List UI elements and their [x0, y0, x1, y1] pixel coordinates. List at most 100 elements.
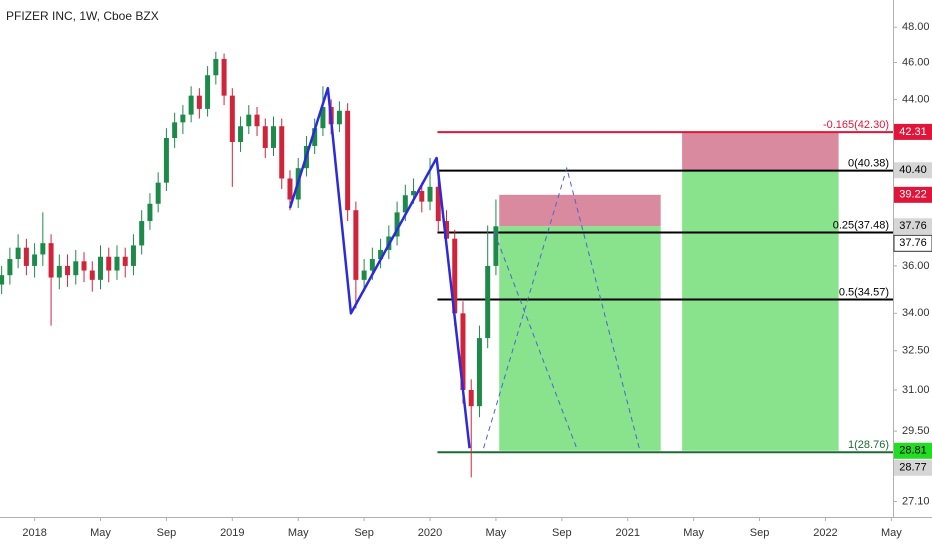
- candle-body: [419, 191, 425, 202]
- candle-body: [312, 128, 318, 146]
- candle-body: [287, 178, 293, 200]
- candle-body: [32, 254, 38, 266]
- candle-body: [435, 186, 441, 222]
- y-tick-label: 29.50: [902, 425, 930, 437]
- candle-body: [361, 270, 367, 280]
- price-label-box: [894, 218, 932, 235]
- candle-body: [320, 106, 326, 129]
- x-tick-label: May: [683, 527, 704, 539]
- candle-body: [196, 95, 202, 109]
- y-tick-label: 31.00: [902, 384, 930, 396]
- fib-label: 0.25(37.48): [833, 219, 889, 231]
- fib-label: 1(28.76): [848, 439, 889, 451]
- stop-zone: [682, 131, 839, 171]
- candle-body: [172, 122, 178, 139]
- candle-body: [229, 95, 235, 142]
- price-label: 42.31: [899, 126, 927, 138]
- candle-body: [279, 126, 285, 179]
- projection-path: [493, 231, 578, 449]
- candle-body: [493, 226, 499, 266]
- price-label-box: [894, 123, 932, 140]
- target-zone: [682, 170, 839, 451]
- candle-body: [15, 247, 21, 260]
- x-tick-label: 2020: [418, 527, 442, 539]
- price-label: 39.22: [899, 189, 927, 201]
- x-tick-label: May: [486, 527, 507, 539]
- candle-body: [468, 389, 474, 407]
- y-tick-label: 46.00: [902, 56, 930, 68]
- y-tick-label: 36.00: [902, 260, 930, 272]
- candle-body: [114, 256, 120, 271]
- x-tick-label: May: [90, 527, 111, 539]
- candle-body: [353, 210, 359, 280]
- x-tick-label: Sep: [750, 527, 770, 539]
- candle-body: [452, 238, 458, 314]
- x-tick-label: 2018: [22, 527, 46, 539]
- price-label-box: [894, 459, 932, 476]
- candle-body: [139, 221, 145, 246]
- candle-body: [48, 243, 54, 278]
- candle-body: [254, 114, 260, 127]
- price-label-box: [894, 162, 932, 179]
- candle-body: [188, 95, 194, 115]
- candle-body: [345, 110, 351, 211]
- x-tick-label: May: [881, 527, 902, 539]
- x-tick-label: 2019: [220, 527, 244, 539]
- candle-body: [213, 58, 219, 76]
- candle-body: [336, 110, 342, 125]
- target-zone: [499, 226, 661, 451]
- fib-label: 0(40.38): [848, 158, 889, 170]
- y-tick-label: 27.10: [902, 495, 930, 507]
- candle-body: [98, 256, 104, 280]
- fib-label: 0.5(34.57): [839, 286, 889, 298]
- candle-body: [81, 261, 87, 271]
- candle-body: [402, 195, 408, 213]
- zigzag-pattern: [288, 86, 471, 449]
- candle-body: [56, 265, 62, 278]
- price-label: 28.81: [899, 445, 927, 457]
- y-tick-label: 34.00: [902, 307, 930, 319]
- projection-path: [483, 166, 640, 449]
- price-label-box: [894, 442, 932, 459]
- candle-body: [262, 126, 268, 148]
- stop-zone: [499, 194, 661, 227]
- candle-body: [122, 256, 128, 266]
- x-tick-label: May: [288, 527, 309, 539]
- candle-body: [427, 186, 433, 202]
- candle-body: [73, 261, 79, 276]
- candle-body: [246, 114, 252, 127]
- chart-title: PFIZER INC, 1W, Cboe BZX: [6, 9, 159, 23]
- x-tick-label: 2022: [813, 527, 837, 539]
- candle-body: [106, 256, 112, 271]
- candle-body: [476, 338, 482, 407]
- candle-body: [378, 249, 384, 260]
- candle-body: [0, 275, 5, 285]
- candle-body: [7, 259, 13, 276]
- fib-label: -0.165(42.30): [823, 119, 889, 131]
- candle-body: [271, 126, 277, 148]
- x-tick-label: Sep: [354, 527, 374, 539]
- x-tick-label: Sep: [552, 527, 572, 539]
- candle-body: [155, 182, 161, 204]
- candle-body: [411, 191, 417, 196]
- candle-body: [180, 114, 186, 123]
- price-label: 37.76: [899, 237, 927, 249]
- candle-body: [147, 203, 153, 222]
- price-label: 28.77: [899, 462, 927, 474]
- price-label-box: [893, 234, 932, 252]
- candle-body: [130, 245, 136, 266]
- candle-body: [460, 313, 466, 390]
- price-label: 37.76: [899, 220, 927, 232]
- candle-body: [205, 75, 211, 109]
- candle-body: [65, 265, 71, 276]
- x-tick-label: Sep: [157, 527, 177, 539]
- candle-body: [238, 126, 244, 142]
- candle-body: [394, 212, 400, 237]
- y-tick-label: 44.00: [902, 93, 930, 105]
- x-tick-label: 2021: [615, 527, 639, 539]
- candle-body: [221, 58, 227, 96]
- y-tick-label: 32.50: [902, 345, 930, 357]
- candle-body: [369, 259, 375, 271]
- price-label-box: [894, 186, 932, 203]
